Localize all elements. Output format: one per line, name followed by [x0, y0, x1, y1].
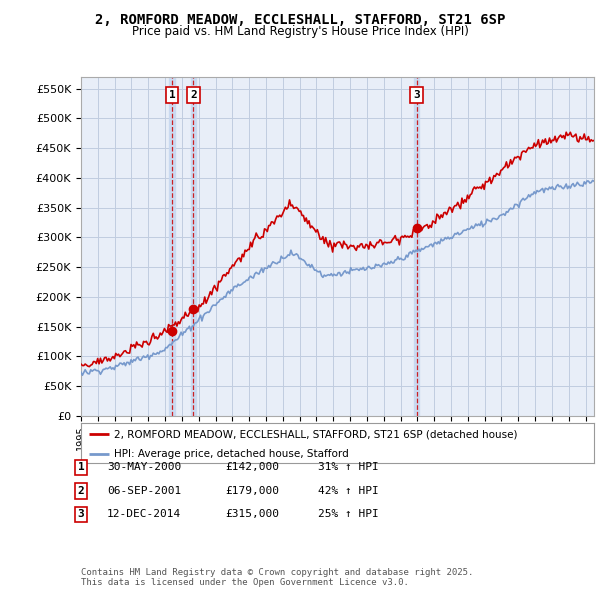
Text: HPI: Average price, detached house, Stafford: HPI: Average price, detached house, Staf… — [115, 450, 349, 460]
Text: 2: 2 — [190, 90, 197, 100]
Text: 31% ↑ HPI: 31% ↑ HPI — [318, 463, 379, 472]
Text: 3: 3 — [413, 90, 420, 100]
Text: Contains HM Land Registry data © Crown copyright and database right 2025.
This d: Contains HM Land Registry data © Crown c… — [81, 568, 473, 587]
Bar — [169, 77, 175, 416]
Text: 1: 1 — [169, 90, 175, 100]
Text: £315,000: £315,000 — [225, 510, 279, 519]
Text: 2, ROMFORD MEADOW, ECCLESHALL, STAFFORD, ST21 6SP: 2, ROMFORD MEADOW, ECCLESHALL, STAFFORD,… — [95, 13, 505, 27]
Text: 3: 3 — [77, 510, 85, 519]
Text: £179,000: £179,000 — [225, 486, 279, 496]
Bar — [414, 77, 419, 416]
Text: £142,000: £142,000 — [225, 463, 279, 472]
Text: 1: 1 — [77, 463, 85, 472]
Text: 06-SEP-2001: 06-SEP-2001 — [107, 486, 181, 496]
Text: 2: 2 — [77, 486, 85, 496]
Text: 30-MAY-2000: 30-MAY-2000 — [107, 463, 181, 472]
Text: 42% ↑ HPI: 42% ↑ HPI — [318, 486, 379, 496]
Text: 2, ROMFORD MEADOW, ECCLESHALL, STAFFORD, ST21 6SP (detached house): 2, ROMFORD MEADOW, ECCLESHALL, STAFFORD,… — [115, 430, 518, 440]
Text: 25% ↑ HPI: 25% ↑ HPI — [318, 510, 379, 519]
Text: 12-DEC-2014: 12-DEC-2014 — [107, 510, 181, 519]
Text: Price paid vs. HM Land Registry's House Price Index (HPI): Price paid vs. HM Land Registry's House … — [131, 25, 469, 38]
Bar — [191, 77, 196, 416]
